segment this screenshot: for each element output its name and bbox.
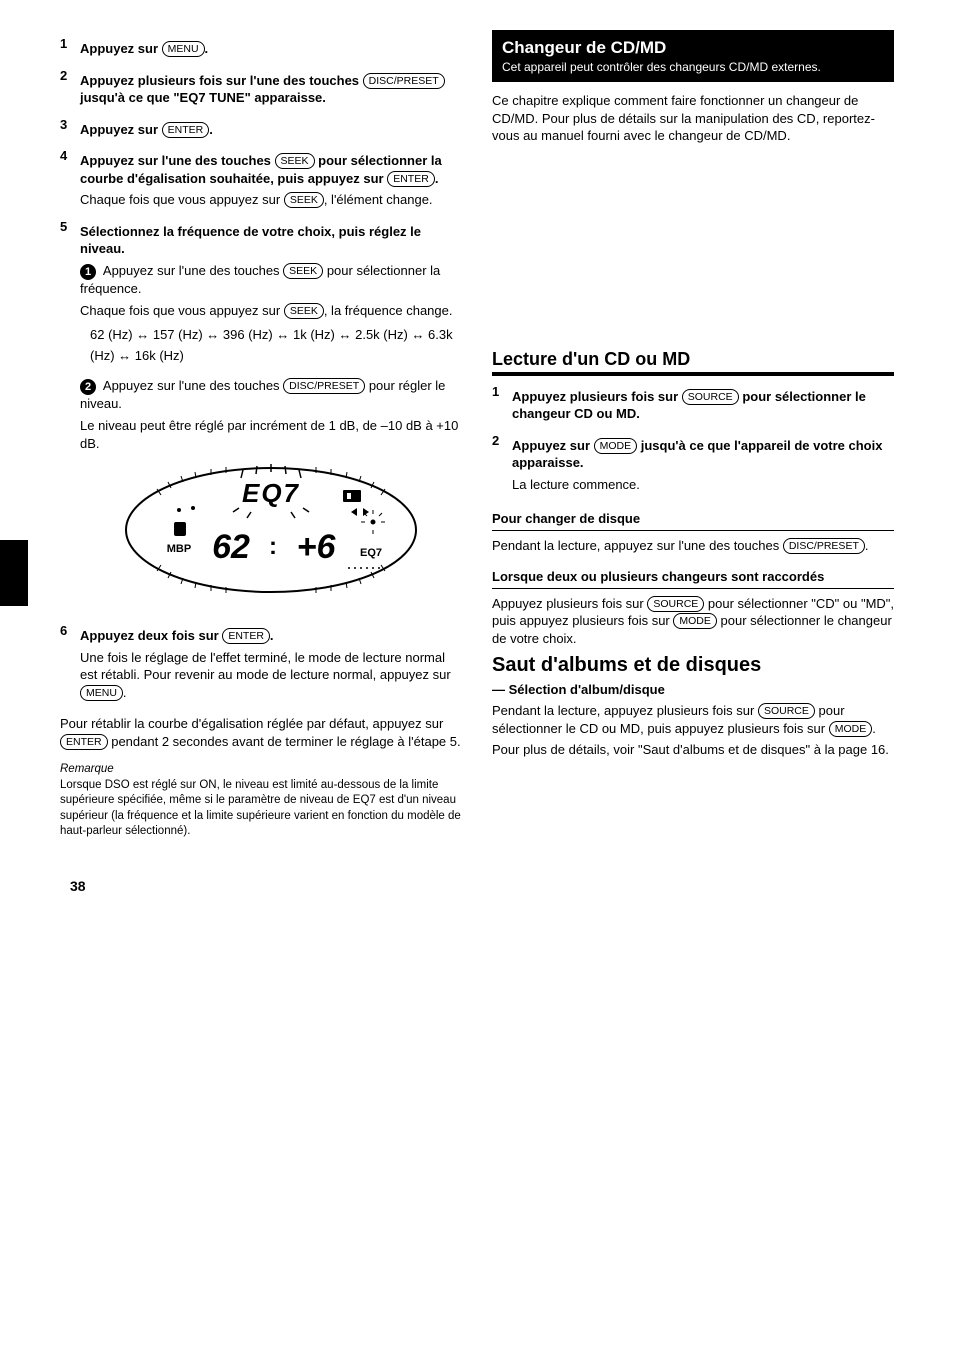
lcd-diagram: MBP EQ7 — [121, 460, 421, 603]
text: Appuyez sur l'une des touches — [80, 153, 275, 168]
text: Appuyez plusieurs fois sur l'une des tou… — [80, 73, 363, 88]
intro-text: Ce chapitre explique comment faire fonct… — [492, 92, 894, 145]
section-subtitle: Cet appareil peut contrôler des changeur… — [502, 60, 884, 74]
text: , la fréquence change. — [324, 303, 453, 318]
text: . — [872, 721, 876, 736]
step-2: 2 Appuyez plusieurs fois sur l'une des t… — [60, 68, 462, 111]
mode-button-label: MODE — [829, 721, 873, 737]
step5-title: Sélectionnez la fréquence de votre choix… — [80, 223, 462, 258]
svg-text:MBP: MBP — [167, 543, 191, 555]
text: . — [270, 628, 274, 643]
disc-preset-button-label: DISC/PRESET — [783, 538, 865, 554]
seek-button-label: SEEK — [275, 153, 315, 169]
source-button-label: SOURCE — [758, 703, 815, 719]
step-num: 1 — [60, 36, 74, 62]
side-tab — [0, 540, 28, 606]
text: Appuyez plusieurs fois sur — [512, 389, 682, 404]
text: Pendant la lecture, appuyez plusieurs fo… — [492, 703, 758, 718]
text: . — [435, 171, 439, 186]
section-header: Changeur de CD/MD Cet appareil peut cont… — [492, 30, 894, 82]
right-column: Changeur de CD/MD Cet appareil peut cont… — [492, 30, 894, 844]
enter-button-label: ENTER — [60, 734, 108, 750]
frequency-list: 62 (Hz) ↔ 157 (Hz) ↔ 396 (Hz) ↔ 1k (Hz) … — [90, 325, 462, 367]
text: Appuyez sur — [512, 438, 594, 453]
text: pendant 2 secondes avant de terminer le … — [111, 734, 460, 749]
rule — [492, 588, 894, 589]
source-button-label: SOURCE — [647, 596, 704, 612]
heading-playback: Lecture d'un CD ou MD — [492, 349, 894, 370]
text: Appuyez plusieurs fois sur — [492, 596, 647, 611]
subhead-change-disc: Pour changer de disque — [492, 511, 894, 526]
note-label: Remarque — [60, 763, 114, 775]
step-3: 3 Appuyez sur ENTER. — [60, 117, 462, 143]
step-6: 6 Appuyez deux fois sur ENTER. Une fois … — [60, 623, 462, 705]
step-num: 1 — [492, 384, 506, 427]
text: Appuyez sur l'une des touches — [103, 263, 283, 278]
mode-button-label: MODE — [673, 613, 717, 629]
text: . — [123, 685, 127, 700]
restore-note: Pour rétablir la courbe d'égalisation ré… — [60, 715, 462, 750]
text: Pendant la lecture, appuyez sur l'une de… — [492, 538, 783, 553]
page-number: 38 — [70, 878, 86, 894]
disc-preset-button-label: DISC/PRESET — [283, 378, 365, 394]
mode-button-label: MODE — [594, 438, 638, 454]
text: Chaque fois que vous appuyez sur — [80, 303, 284, 318]
seek-button-label: SEEK — [284, 192, 324, 208]
step-num: 3 — [60, 117, 74, 143]
text: Pour rétablir la courbe d'égalisation ré… — [60, 716, 443, 731]
step-num: 2 — [492, 433, 506, 498]
text: Une fois le réglage de l'effet terminé, … — [80, 650, 451, 683]
text: . — [865, 538, 869, 553]
enter-button-label: ENTER — [222, 628, 270, 644]
menu-button-label: MENU — [162, 41, 205, 57]
step-num: 5 — [60, 219, 74, 617]
source-button-label: SOURCE — [682, 389, 739, 405]
menu-button-label: MENU — [80, 685, 123, 701]
text: Appuyez sur — [80, 122, 162, 137]
skip-subtitle: — Sélection d'album/disque — [492, 681, 894, 699]
disc-preset-button-label: DISC/PRESET — [363, 73, 445, 89]
step-4: 4 Appuyez sur l'une des touches SEEK pou… — [60, 148, 462, 213]
page: 1 Appuyez sur MENU. 2 Appuyez plusieurs … — [0, 0, 954, 924]
text: Appuyez deux fois sur — [80, 628, 222, 643]
heading-skip: Saut d'albums et de disques — [492, 654, 894, 677]
step-1: 1 Appuyez sur MENU. — [60, 36, 462, 62]
text: , l'élément change. — [324, 192, 433, 207]
r-step-2: 2 Appuyez sur MODE jusqu'à ce que l'appa… — [492, 433, 894, 498]
text: . — [209, 122, 213, 137]
step-num: 6 — [60, 623, 74, 705]
text: . — [205, 41, 209, 56]
svg-text::: : — [269, 533, 277, 560]
subhead-multiple-changers: Lorsque deux ou plusieurs changeurs sont… — [492, 569, 894, 584]
svg-text:62: 62 — [212, 528, 250, 566]
text: Appuyez sur — [80, 41, 162, 56]
seek-button-label: SEEK — [283, 263, 323, 279]
svg-text:+6: +6 — [297, 528, 337, 566]
seek-button-label: SEEK — [284, 303, 324, 319]
text: Le niveau peut être réglé par incrément … — [80, 417, 462, 452]
substep-1-icon: 1 — [80, 264, 96, 280]
step-num: 2 — [60, 68, 74, 111]
step-5: 5 Sélectionnez la fréquence de votre cho… — [60, 219, 462, 617]
text: Appuyez sur l'une des touches — [103, 378, 283, 393]
skip-detail: Pour plus de détails, voir "Saut d'album… — [492, 741, 894, 759]
enter-button-label: ENTER — [387, 171, 435, 187]
substep-2-icon: 2 — [80, 379, 96, 395]
left-column: 1 Appuyez sur MENU. 2 Appuyez plusieurs … — [60, 30, 462, 844]
section-title: Changeur de CD/MD — [502, 38, 884, 58]
rule — [492, 372, 894, 376]
text: jusqu'à ce que "EQ7 TUNE" apparaisse. — [80, 90, 326, 105]
note-text: Lorsque DSO est réglé sur ON, le niveau … — [60, 779, 461, 838]
step-num: 4 — [60, 148, 74, 213]
enter-button-label: ENTER — [162, 122, 210, 138]
text: La lecture commence. — [512, 476, 894, 494]
rule — [492, 530, 894, 531]
svg-text:EQ7: EQ7 — [360, 547, 382, 559]
text: Chaque fois que vous appuyez sur — [80, 192, 284, 207]
r-step-1: 1 Appuyez plusieurs fois sur SOURCE pour… — [492, 384, 894, 427]
svg-text:EQ7: EQ7 — [242, 478, 300, 508]
